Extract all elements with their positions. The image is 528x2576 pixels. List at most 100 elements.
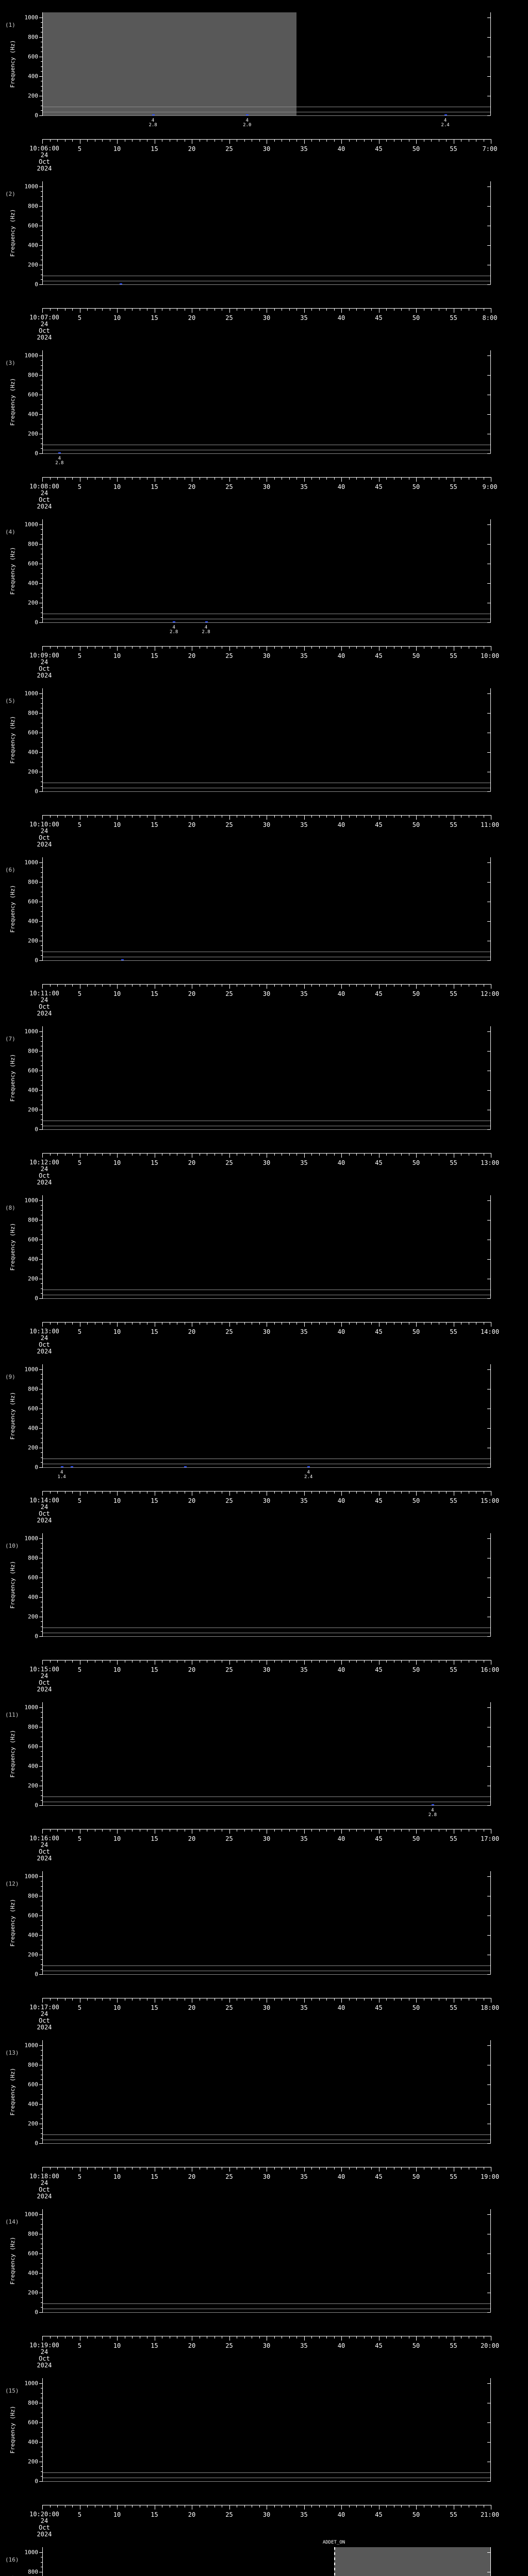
y-tick-label: 1000: [24, 1028, 39, 1035]
spectrogram-panel[interactable]: 0 200 400 600 800 1000 Frequency (Hz) (3) 4 2.8 5 1…: [0, 338, 528, 510]
spectrogram-panel[interactable]: 0 200 400 600 800 1000 Frequency (Hz) (15) 5 10 15…: [0, 2366, 528, 2538]
event-pick-marker[interactable]: [205, 621, 208, 623]
x-tick-label: 45: [375, 990, 383, 997]
y-axis-right-spine: [487, 1702, 491, 1806]
x-tick-label: 15: [151, 1328, 158, 1335]
y-tick-label: 0: [35, 957, 38, 964]
panel-start-time: 10:20:00: [29, 2511, 59, 2518]
x-tick-label: 50: [412, 2004, 420, 2011]
event-pick-marker[interactable]: [184, 1466, 187, 1468]
spectrogram-panel[interactable]: 0 200 400 600 800 1000 Frequency (Hz) (13) 5 10 15…: [0, 2028, 528, 2200]
panel-number: (4): [5, 529, 15, 535]
x-tick-label: 50: [412, 1497, 420, 1504]
y-tick-label: 600: [28, 2419, 38, 2426]
y-tick-label: 1000: [24, 1197, 39, 1204]
panel-date-year: 2024: [37, 1517, 52, 1524]
y-tick-label: 200: [28, 768, 38, 775]
x-tick-label: 5: [77, 483, 82, 490]
y-axis-spine: [39, 1195, 43, 1299]
spectrogram-plot-area[interactable]: [42, 2040, 491, 2144]
frequency-guide-line: [42, 1805, 491, 1806]
x-tick-label: 55: [450, 2004, 457, 2011]
x-tick-label: 35: [300, 2173, 308, 2180]
spectrogram-plot-area[interactable]: [42, 688, 491, 792]
event-pick-marker[interactable]: [307, 1466, 310, 1468]
x-tick-label: 20: [188, 2511, 196, 2518]
y-axis-tick-labels: 0 200 400 600 800 1000: [4, 1533, 39, 1639]
x-tick-label: 40: [337, 2004, 345, 2011]
spectrogram-panel[interactable]: 0 200 400 600 800 1000 Frequency (Hz) (14) 5 10 15…: [0, 2197, 528, 2369]
spectrogram-panel[interactable]: ADDET_ON02004006008001000Frequency (Hz)(…: [0, 2535, 528, 2576]
spectrogram-plot-area[interactable]: [42, 181, 491, 285]
spectrogram-panel[interactable]: 0 200 400 600 800 1000 Frequency (Hz) (6) 5 10 15 2…: [0, 845, 528, 1017]
panel-date-day: 24: [40, 151, 48, 159]
panel-date-day: 24: [40, 827, 48, 835]
event-pick-marker[interactable]: [121, 959, 124, 961]
x-tick-label: 35: [300, 2511, 308, 2518]
panel-date-month: Oct: [39, 2524, 50, 2531]
x-tick-label: 10: [113, 652, 121, 659]
panel-number: (11): [5, 1711, 19, 1718]
spectrogram-panel[interactable]: 0 200 400 600 800 1000 Frequency (Hz) (1) 4 2.8 4 2…: [0, 0, 528, 172]
event-pick-marker[interactable]: [120, 283, 123, 285]
panel-number: (10): [5, 1543, 19, 1549]
spectrogram-panel[interactable]: 0 200 400 600 800 1000 Frequency (Hz) (11) 4 2.8 5…: [0, 1690, 528, 1862]
spectrogram-plot-area[interactable]: [42, 1871, 491, 1975]
spectrogram-panel[interactable]: 0 200 400 600 800 1000 Frequency (Hz) (12) 5 10 15…: [0, 1859, 528, 2031]
panel-end-time: 8:00: [482, 314, 498, 321]
spectrogram-panel[interactable]: 0 200 400 600 800 1000 Frequency (Hz) (4) 4 2.8 4 2…: [0, 507, 528, 679]
panel-date-year: 2024: [37, 672, 52, 679]
panel-number: (8): [5, 1205, 15, 1211]
x-tick-label: 40: [337, 2342, 345, 2349]
spectrogram-plot-area[interactable]: [42, 1702, 491, 1806]
spectrogram-data-band: [42, 12, 296, 115]
frequency-guide-line: [42, 960, 491, 961]
x-tick-label: 40: [337, 821, 345, 828]
spectrogram-panel[interactable]: 0 200 400 600 800 1000 Frequency (Hz) (2) 5 10 15 2…: [0, 169, 528, 341]
event-pick-marker[interactable]: [173, 621, 176, 623]
frequency-guide-line: [42, 2472, 491, 2473]
panel-date-month: Oct: [39, 834, 50, 841]
event-pick-label: 4 1.4: [57, 1470, 66, 1480]
spectrogram-plot-area[interactable]: [42, 857, 491, 961]
spectrogram-panel[interactable]: 0 200 400 600 800 1000 Frequency (Hz) (9) 4 1.4 4 2…: [0, 1352, 528, 1524]
event-pick-marker[interactable]: [444, 114, 447, 116]
spectrogram-plot-area[interactable]: [42, 1364, 491, 1468]
y-axis-spine: [39, 350, 43, 454]
x-tick-label: 20: [188, 652, 196, 659]
x-tick-label: 30: [262, 145, 271, 152]
spectrogram-plot-area[interactable]: [42, 1533, 491, 1637]
y-axis-tick-labels: 0 200 400 600 800 1000: [4, 1871, 39, 1977]
spectrogram-plot-area[interactable]: [42, 12, 491, 116]
x-tick-label: 30: [262, 652, 271, 659]
x-tick-label: 30: [262, 1159, 271, 1166]
event-pick-marker[interactable]: [58, 452, 61, 454]
spectrogram-panel[interactable]: 0 200 400 600 800 1000 Frequency (Hz) (7) 5 10 15 2…: [0, 1014, 528, 1186]
event-pick-marker[interactable]: [431, 1804, 434, 1806]
x-tick-label: 5: [77, 1159, 82, 1166]
panel-number: (1): [5, 22, 15, 28]
event-pick-marker[interactable]: [246, 114, 249, 116]
spectrogram-plot-area[interactable]: [42, 1195, 491, 1299]
event-pick-marker[interactable]: [70, 1466, 73, 1468]
panel-end-time: 18:00: [480, 2004, 500, 2011]
spectrogram-panel[interactable]: 0 200 400 600 800 1000 Frequency (Hz) (10) 5 10 15…: [0, 1521, 528, 1693]
spectrogram-plot-area[interactable]: [42, 2378, 491, 2482]
y-tick-label: 200: [28, 92, 38, 99]
spectrogram-plot-area[interactable]: [42, 350, 491, 454]
frequency-guide-line: [42, 2143, 491, 2144]
event-pick-marker[interactable]: [60, 1466, 63, 1468]
spectrogram-panel[interactable]: 0 200 400 600 800 1000 Frequency (Hz) (5) 5 10 15 2…: [0, 676, 528, 848]
x-tick-label: 55: [450, 2511, 457, 2518]
spectrogram-panel[interactable]: 0 200 400 600 800 1000 Frequency (Hz) (8) 5 10 15 2…: [0, 1183, 528, 1355]
spectrogram-plot-area[interactable]: [42, 2209, 491, 2313]
x-tick-label: 40: [337, 145, 345, 152]
event-pick-marker[interactable]: [152, 114, 155, 116]
x-tick-label: 15: [151, 2342, 158, 2349]
spectrogram-plot-area[interactable]: [42, 2547, 491, 2576]
spectrogram-plot-area[interactable]: [42, 1026, 491, 1130]
y-axis-right-spine: [487, 857, 491, 961]
spectrogram-plot-area[interactable]: [42, 519, 491, 623]
x-tick-label: 10: [113, 1497, 121, 1504]
x-tick-label: 25: [225, 483, 233, 490]
